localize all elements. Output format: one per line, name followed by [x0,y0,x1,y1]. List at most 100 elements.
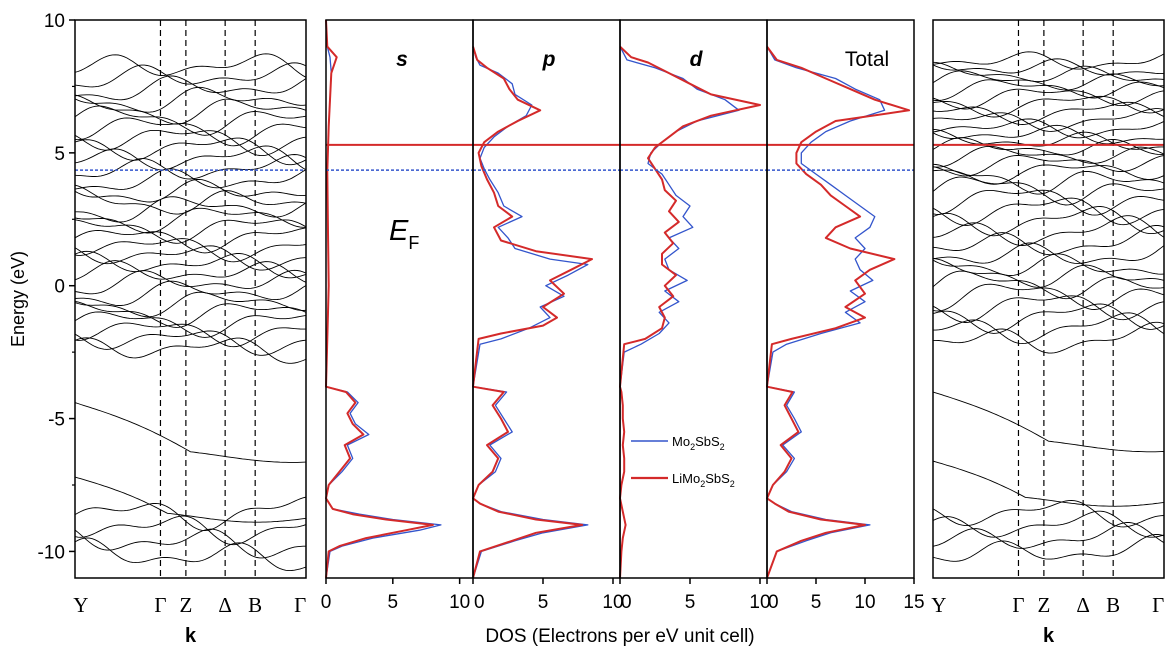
band-line [75,196,306,223]
band-line [933,95,1164,118]
kpoint-label: Γ [294,593,306,617]
band-line [75,330,306,356]
dos-curve-limo2sbs2 [766,46,911,579]
band-line [75,402,306,463]
band-line [933,163,1164,195]
dos-panel-label: d [690,48,704,71]
band-line [75,105,306,136]
legend-base: Mo [672,434,690,449]
kpoint-label: Δ [1076,593,1090,617]
dos-curve-limo2sbs2 [472,46,593,579]
band-line [933,295,1164,323]
y-tick-label: 5 [54,144,65,165]
dos-panel-frame [472,19,621,579]
band-line [75,207,306,234]
legend-sub: 2 [690,442,695,452]
dos-x-tick-label: 5 [388,592,399,613]
band-line [933,510,1164,538]
y-tick-label: -5 [48,410,65,431]
band-line [933,303,1164,334]
band-line [75,219,306,244]
band-line [75,137,306,166]
k-axis-label: k [185,625,197,647]
k-axis-label: k [1043,625,1055,647]
band-line [75,291,306,318]
band-line [75,62,306,88]
band-line [933,253,1164,276]
band-line [75,75,306,101]
band-line [933,522,1164,549]
dos-curve-mo2sbs2 [619,46,740,579]
band-line [75,269,306,295]
fermi-label: EF [389,215,419,253]
band-line [75,238,306,263]
y-tick-label: 10 [44,11,65,32]
band-line [933,215,1164,246]
band-line [75,280,306,306]
band-line [933,155,1164,177]
band-line [933,189,1164,216]
band-line [75,528,306,559]
dos-x-tick-label: 0 [621,592,632,613]
kpoint-label: Γ [154,593,166,617]
legend-mid: SbS [705,471,730,486]
band-line [75,53,306,78]
legend-sub: 2 [720,442,725,452]
band-line [75,515,306,546]
band-line [933,124,1164,145]
dos-curve-limo2sbs2 [325,19,434,579]
band-curves-group [933,51,1164,562]
dos-x-tick-label: 5 [811,592,822,613]
band-line [933,283,1164,312]
band-line [75,476,306,523]
band-line [75,300,306,328]
band-line [75,496,306,532]
band-line [933,118,1164,139]
y-tick-label: 0 [54,277,65,298]
kpoint-label: Y [931,593,946,617]
dos-panel-frame [325,19,474,579]
fermi-label-sub: F [408,233,419,253]
band-line [75,168,306,190]
band-curves-group [75,53,306,572]
plot-content [75,19,1164,579]
band-line [75,86,306,113]
band-line [75,245,306,271]
kpoint-label: Γ [1152,593,1164,617]
band-line [933,321,1164,354]
dos-x-tick-label: 5 [685,592,696,613]
dos-x-tick-label: 0 [768,592,779,613]
band-line [933,500,1164,528]
dos-panel-label: Total [845,48,889,71]
band-line [933,129,1164,150]
y-tick-label: -10 [38,542,65,563]
legend-sub: 2 [700,479,705,489]
dos-panel-frame [766,19,915,579]
band-line [75,129,306,157]
band-line [933,88,1164,110]
band-line [933,460,1164,507]
dos-x-tick-label: 0 [321,592,332,613]
band-line [75,94,306,125]
kpoint-label: B [248,593,262,617]
dos-curve-mo2sbs2 [325,19,442,579]
kpoint-label: Z [1037,593,1050,617]
y-axis-label: Energy (eV) [8,251,28,347]
dos-curve-mo2sbs2 [472,46,589,579]
band-line [933,58,1164,76]
dos-x-tick-label: 15 [903,592,924,613]
band-panel-frame [932,19,1165,579]
dos-x-tick-label: 5 [538,592,549,613]
band-line [933,258,1164,288]
band-line [75,537,306,572]
band-line [933,534,1164,562]
dos-x-tick-label: 10 [749,592,770,613]
band-line [933,164,1164,185]
band-line [933,176,1164,206]
band-line [933,51,1164,70]
dos-x-tick-label: 10 [602,592,623,613]
band-line [75,337,306,364]
panel-frames [69,19,1165,584]
